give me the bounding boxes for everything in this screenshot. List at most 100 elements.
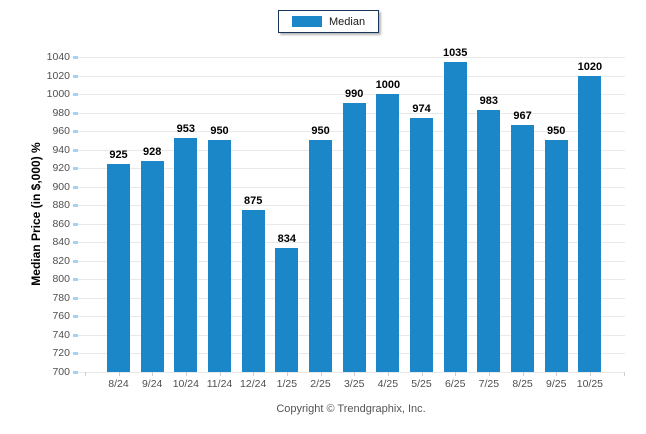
y-axis-tick bbox=[73, 167, 78, 170]
y-axis-label: 700 bbox=[52, 366, 70, 378]
y-axis-tick bbox=[73, 352, 78, 355]
y-axis-label: 980 bbox=[52, 107, 70, 119]
x-axis-label: 9/25 bbox=[545, 378, 567, 390]
y-axis-title: Median Price (in $,000) % bbox=[29, 142, 43, 286]
bar-value-label: 1020 bbox=[577, 60, 603, 73]
gridline bbox=[78, 372, 625, 373]
y-axis-tick bbox=[73, 204, 78, 207]
x-axis-label: 10/24 bbox=[172, 378, 199, 390]
bar-value-label: 925 bbox=[109, 148, 128, 161]
bar-5-25 bbox=[410, 118, 434, 372]
y-axis-label: 820 bbox=[52, 255, 70, 267]
y-axis-label: 840 bbox=[52, 236, 70, 248]
bar-value-label: 1035 bbox=[442, 46, 468, 59]
x-axis-label: 3/25 bbox=[343, 378, 365, 390]
x-axis-label: 8/25 bbox=[512, 378, 533, 390]
bar-value-label: 1000 bbox=[375, 79, 401, 92]
y-axis-tick bbox=[73, 93, 78, 96]
bar-9-24 bbox=[140, 160, 164, 372]
bar-9-25 bbox=[544, 140, 568, 372]
bar-8-24 bbox=[107, 163, 130, 372]
x-axis-tick bbox=[152, 372, 154, 376]
y-axis-label: 940 bbox=[52, 144, 70, 156]
bar-value-label: 990 bbox=[345, 88, 364, 101]
y-axis-tick bbox=[73, 186, 78, 189]
x-axis-tick bbox=[185, 372, 187, 376]
x-axis-tick bbox=[387, 372, 389, 376]
bar-4-25 bbox=[376, 94, 400, 372]
bar-8-25 bbox=[511, 124, 535, 372]
bar-value-label: 967 bbox=[513, 109, 532, 122]
x-axis-tick bbox=[455, 372, 457, 376]
y-axis-tick bbox=[73, 130, 78, 133]
y-axis-tick bbox=[73, 241, 78, 244]
y-axis-tick bbox=[73, 334, 78, 337]
bar-value-label: 950 bbox=[311, 125, 330, 138]
y-axis-tick bbox=[73, 371, 78, 374]
bar-3-25 bbox=[342, 103, 366, 372]
bar-value-label: 950 bbox=[210, 125, 229, 138]
y-axis-label: 860 bbox=[52, 218, 70, 230]
y-axis-tick bbox=[73, 112, 78, 115]
x-axis-label: 8/24 bbox=[108, 378, 129, 390]
gridline bbox=[78, 57, 625, 58]
y-axis-tick bbox=[73, 278, 78, 281]
y-axis-tick bbox=[73, 260, 78, 263]
y-axis-label: 780 bbox=[52, 292, 70, 304]
y-axis-label: 900 bbox=[52, 181, 70, 193]
x-axis-tick bbox=[354, 372, 356, 376]
x-axis-label: 9/24 bbox=[141, 378, 163, 390]
y-axis-tick bbox=[73, 297, 78, 300]
x-axis-label: 11/24 bbox=[206, 378, 233, 390]
plot-area: 700 720 740 760 780 800 820 840 860 880 900 920 940 9… bbox=[47, 47, 625, 390]
y-axis-label: 920 bbox=[52, 162, 70, 174]
x-axis-tick bbox=[623, 372, 625, 376]
x-axis-label: 7/25 bbox=[478, 378, 500, 390]
x-axis-label: 5/25 bbox=[411, 378, 432, 390]
x-axis-tick bbox=[286, 372, 288, 376]
bar-value-label: 928 bbox=[142, 145, 162, 158]
legend: Median bbox=[278, 10, 380, 33]
x-axis-tick bbox=[556, 372, 558, 376]
x-axis-tick bbox=[488, 372, 490, 376]
bar-value-label: 834 bbox=[277, 232, 297, 245]
y-axis-label: 880 bbox=[52, 199, 70, 211]
gridline bbox=[78, 94, 625, 95]
legend-label-median: Median bbox=[329, 15, 366, 28]
y-axis-tick bbox=[73, 315, 78, 318]
y-axis-label: 960 bbox=[52, 125, 70, 137]
y-axis-label: 760 bbox=[52, 310, 70, 322]
bar-1-25 bbox=[275, 247, 299, 372]
bar-6-25 bbox=[443, 61, 467, 372]
y-axis-label: 1020 bbox=[46, 70, 70, 82]
x-axis-tick bbox=[522, 372, 524, 376]
y-axis-label: 1040 bbox=[46, 51, 70, 63]
y-axis-tick bbox=[73, 223, 78, 226]
bar-10-25 bbox=[578, 75, 602, 372]
y-axis-label: 800 bbox=[52, 273, 70, 285]
y-axis-tick bbox=[73, 149, 78, 152]
x-axis-tick bbox=[320, 372, 322, 376]
x-axis-tick bbox=[84, 372, 86, 376]
bar-value-label: 974 bbox=[412, 103, 431, 116]
bar-7-25 bbox=[477, 109, 501, 372]
y-axis-label: 720 bbox=[52, 347, 70, 359]
y-axis-label: 740 bbox=[52, 329, 70, 341]
x-axis-label: 6/25 bbox=[444, 378, 466, 390]
x-axis-tick bbox=[421, 372, 423, 376]
bar-11-24 bbox=[208, 140, 231, 372]
x-axis-tick bbox=[118, 372, 120, 376]
y-axis-label: 1000 bbox=[46, 88, 70, 100]
x-axis-tick bbox=[219, 372, 221, 376]
x-axis-label: 1/25 bbox=[276, 378, 298, 390]
bar-10-24 bbox=[174, 137, 198, 372]
bar-value-label: 953 bbox=[176, 122, 196, 135]
y-axis-tick bbox=[73, 75, 78, 78]
y-axis-tick bbox=[73, 56, 78, 59]
x-axis-tick bbox=[589, 372, 591, 376]
x-axis-label: 2/25 bbox=[310, 378, 331, 390]
bar-2-25 bbox=[309, 140, 333, 372]
bar-value-label: 983 bbox=[479, 94, 499, 107]
legend-swatch-median bbox=[292, 16, 322, 27]
copyright-text: Copyright © Trendgraphix, Inc. bbox=[276, 403, 426, 415]
